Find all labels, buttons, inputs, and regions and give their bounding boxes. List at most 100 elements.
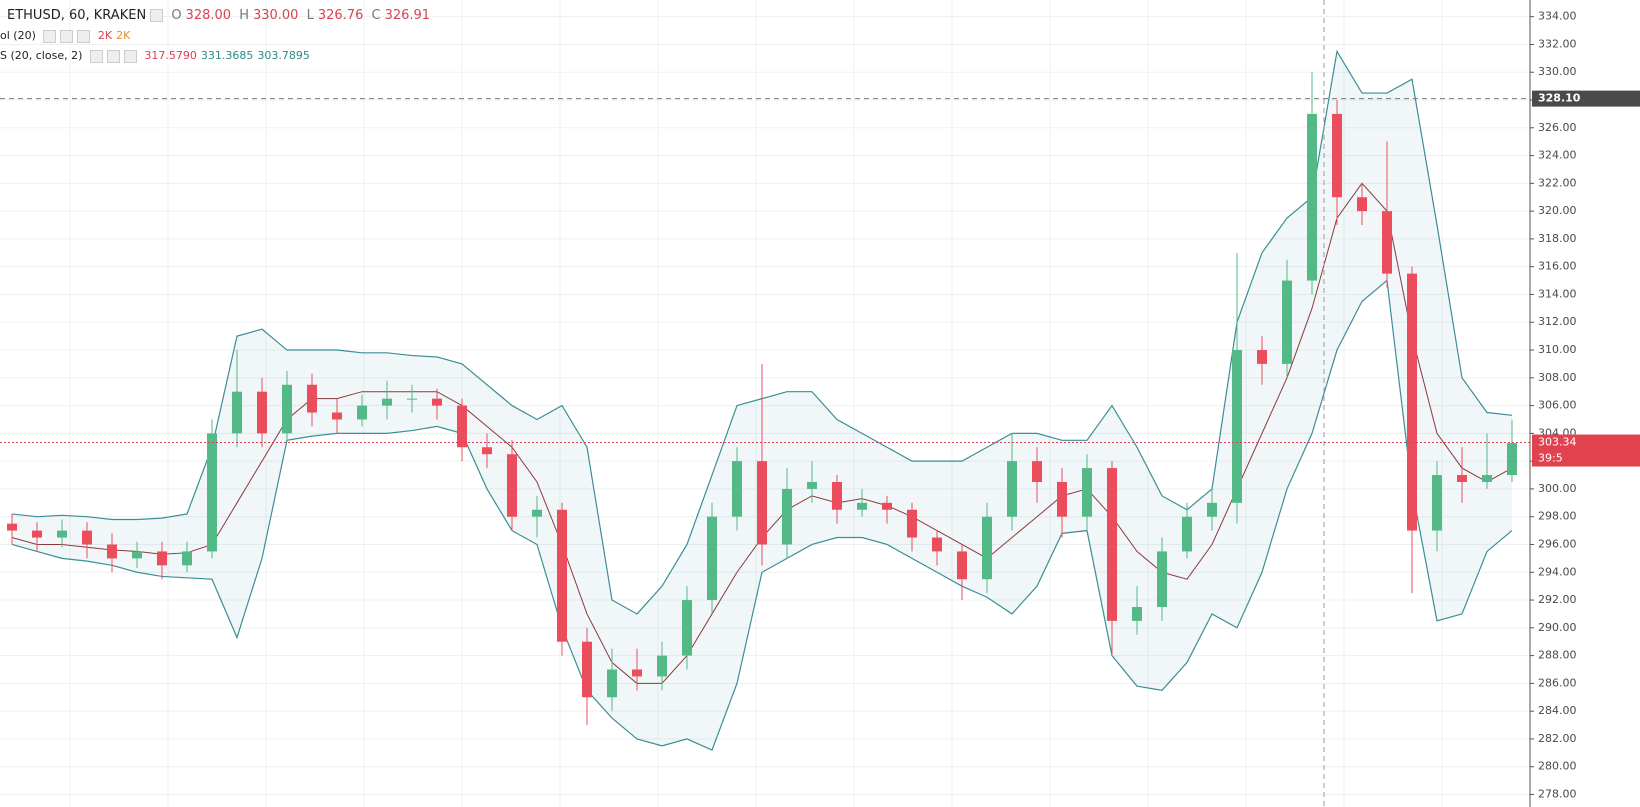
candle-body xyxy=(157,551,167,566)
candle-body xyxy=(1457,475,1467,482)
y-tick-label: 326.00 xyxy=(1538,121,1577,134)
candle-body xyxy=(332,412,342,420)
candle-body xyxy=(232,391,242,434)
candle-body xyxy=(357,405,367,420)
ohlc-key: O xyxy=(171,8,182,23)
icon[interactable] xyxy=(106,49,120,63)
candle-body xyxy=(857,502,867,510)
y-tick-label: 296.00 xyxy=(1538,537,1577,550)
candle-body xyxy=(1282,280,1292,364)
y-tick-label: 312.00 xyxy=(1538,315,1577,328)
y-tick-label: 314.00 xyxy=(1538,287,1577,300)
icon[interactable] xyxy=(77,29,91,43)
icon[interactable] xyxy=(123,49,137,63)
icon[interactable] xyxy=(60,29,74,43)
crosshair-label-box xyxy=(1532,90,1640,107)
y-tick-label: 280.00 xyxy=(1538,760,1577,773)
icon[interactable] xyxy=(89,49,103,63)
symbol[interactable]: ETHUSD, 60, KRAKEN xyxy=(7,8,147,23)
candle-body xyxy=(182,551,192,566)
volume-name[interactable]: ol (20) xyxy=(0,29,36,42)
bb-value: 303.7895 xyxy=(257,49,310,62)
y-tick-label: 286.00 xyxy=(1538,676,1577,689)
band-lower xyxy=(11,279,1513,751)
candle-body xyxy=(707,516,717,601)
candle-body xyxy=(907,509,917,538)
candle-body xyxy=(957,551,967,580)
candle-body xyxy=(1507,443,1517,476)
y-tick-label: 284.00 xyxy=(1538,704,1577,717)
candle-body xyxy=(932,537,942,552)
candle-body xyxy=(307,384,317,413)
candle-body xyxy=(1082,468,1092,517)
y-tick-label: 334.00 xyxy=(1538,10,1577,23)
y-tick-label: 322.00 xyxy=(1538,176,1577,189)
candle-body xyxy=(657,655,667,677)
candle-body xyxy=(557,509,567,642)
ohlc-value: 326.91 xyxy=(384,8,431,23)
candle-body xyxy=(1482,475,1492,482)
ohlc-value: 330.00 xyxy=(252,8,299,23)
y-tick-label: 316.00 xyxy=(1538,260,1577,273)
candle-body xyxy=(1207,502,1217,517)
candle-body xyxy=(1257,350,1267,364)
candle-body xyxy=(1382,211,1392,274)
y-tick-label: 298.00 xyxy=(1538,510,1577,523)
candle-body xyxy=(382,398,392,406)
candle-body xyxy=(482,447,492,455)
candle-body xyxy=(807,481,817,489)
volume-value: 2K xyxy=(97,29,113,42)
y-tick-label: 318.00 xyxy=(1538,232,1577,245)
y-tick-label: 294.00 xyxy=(1538,565,1577,578)
y-tick-label: 310.00 xyxy=(1538,343,1577,356)
candle-body xyxy=(1407,273,1417,531)
candle-body xyxy=(632,669,642,677)
y-tick-label: 330.00 xyxy=(1538,65,1577,78)
bb-value: 317.5790 xyxy=(144,49,197,62)
y-tick-label: 278.00 xyxy=(1538,787,1577,800)
candle-body xyxy=(1032,461,1042,482)
crosshair-label: 328.10 xyxy=(1538,92,1581,105)
candle-body xyxy=(582,641,592,698)
candle-body xyxy=(1182,516,1192,552)
y-tick-label: 282.00 xyxy=(1538,732,1577,745)
candle-body xyxy=(757,461,767,545)
volume-legend: ol (20) 2K 2K xyxy=(0,29,134,43)
icon[interactable] xyxy=(43,29,57,43)
ohlc-key: L xyxy=(306,8,314,23)
candle-body xyxy=(257,391,267,434)
bb-name[interactable]: S (20, close, 2) xyxy=(0,49,83,62)
candle-body xyxy=(7,523,17,531)
candle-body xyxy=(457,405,467,448)
candle-body xyxy=(57,530,67,538)
ohlc-value: 326.76 xyxy=(317,8,364,23)
y-tick-label: 306.00 xyxy=(1538,399,1577,412)
settings-icon[interactable] xyxy=(150,9,164,22)
candle-body xyxy=(1357,197,1367,212)
ohlc-key: C xyxy=(371,8,381,23)
candle-body xyxy=(682,600,692,656)
candle-body xyxy=(1107,468,1117,621)
volume-value: 2K xyxy=(116,29,131,42)
candle-body xyxy=(782,488,792,545)
candle-body xyxy=(507,454,517,517)
y-tick-label: 300.00 xyxy=(1538,482,1577,495)
candle-body xyxy=(1307,113,1317,281)
last-price-box xyxy=(1532,434,1640,467)
candle-body xyxy=(432,398,442,406)
candle-body xyxy=(1332,113,1342,198)
last-price-label: 303.34 xyxy=(1538,436,1577,449)
y-tick-label: 332.00 xyxy=(1538,37,1577,50)
y-tick-label: 292.00 xyxy=(1538,593,1577,606)
candle-body xyxy=(282,384,292,434)
candle-body xyxy=(207,433,217,552)
candle-body xyxy=(107,544,117,559)
candle-body xyxy=(882,502,892,510)
ohlc-key: H xyxy=(239,8,249,23)
y-tick-label: 288.00 xyxy=(1538,649,1577,662)
candle-body xyxy=(1157,551,1167,607)
candle-body xyxy=(1432,475,1442,531)
candle-body xyxy=(407,398,417,400)
